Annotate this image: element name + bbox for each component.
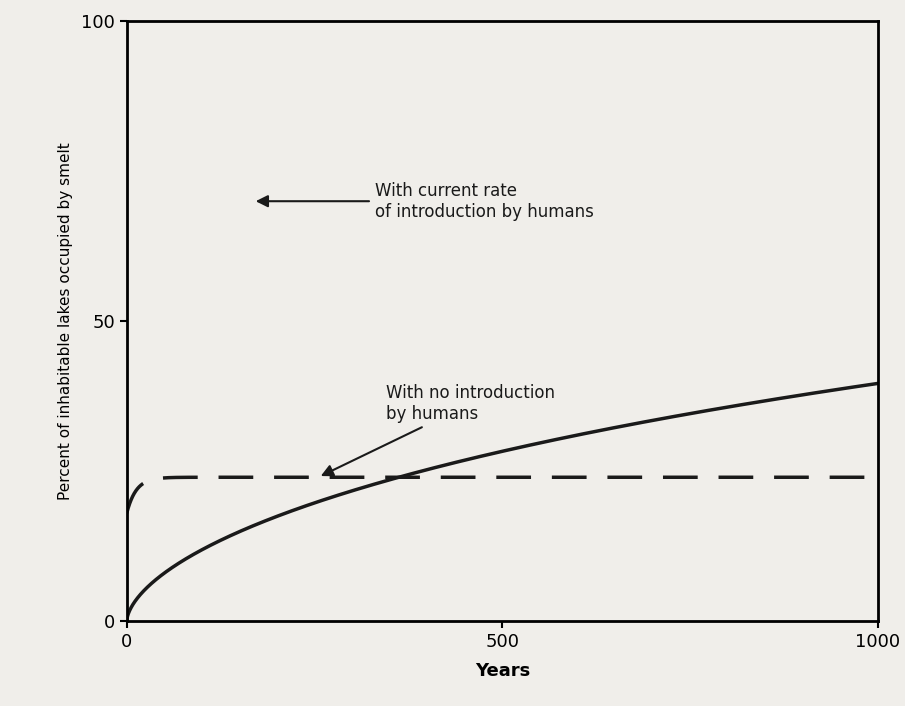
Text: With no introduction
by humans: With no introduction by humans [323, 385, 555, 475]
Y-axis label: Percent of inhabitable lakes occupied by smelt: Percent of inhabitable lakes occupied by… [58, 143, 72, 500]
Text: With current rate
of introduction by humans: With current rate of introduction by hum… [258, 182, 594, 220]
X-axis label: Years: Years [474, 662, 530, 680]
